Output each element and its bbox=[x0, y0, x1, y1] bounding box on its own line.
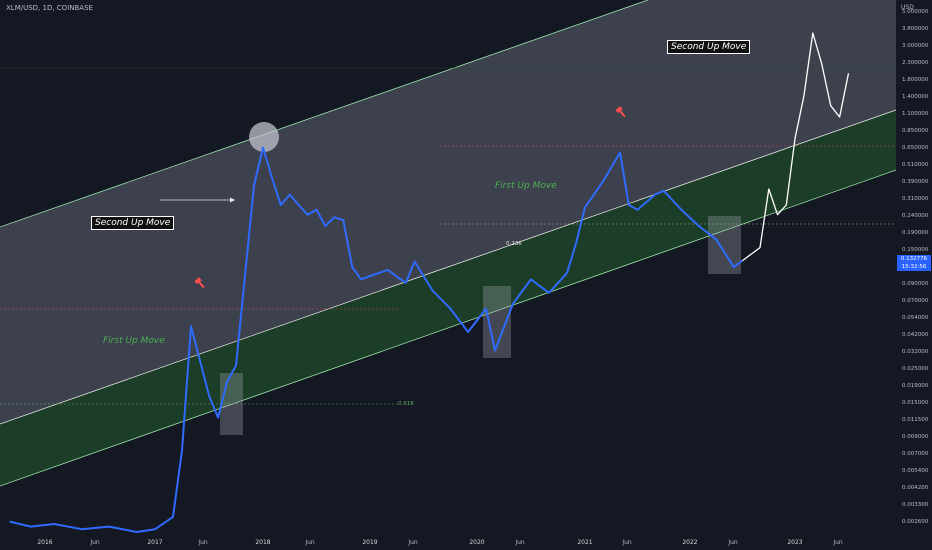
y-tick-label: 0.025000 bbox=[902, 366, 929, 372]
channel-mid-line bbox=[0, 109, 897, 425]
y-tick-label: 3.000000 bbox=[902, 43, 929, 49]
channel-bottom-line bbox=[0, 169, 897, 487]
arrow-head bbox=[230, 197, 235, 203]
y-tick-label: 0.002600 bbox=[902, 519, 929, 525]
y-tick-label: 0.310000 bbox=[902, 196, 929, 202]
x-tick-month: Jun bbox=[408, 539, 418, 546]
y-tick-label: 0.850000 bbox=[902, 128, 929, 134]
x-tick-month: Jun bbox=[90, 539, 100, 546]
upper-channel bbox=[0, 0, 896, 424]
y-tick-label: 0.190000 bbox=[902, 230, 929, 236]
y-tick-label: 0.032000 bbox=[902, 349, 929, 355]
second-up-move-label-left: Second Up Move bbox=[91, 216, 175, 230]
y-tick-label: 0.005400 bbox=[902, 468, 929, 474]
x-tick-year: 2020 bbox=[469, 539, 485, 546]
x-tick-year: 2022 bbox=[682, 539, 698, 546]
y-tick-label: 1.100000 bbox=[902, 111, 929, 117]
price-axis[interactable] bbox=[896, 0, 932, 550]
highlight-box-2022 bbox=[708, 216, 741, 274]
x-tick-month: Jun bbox=[622, 539, 632, 546]
x-tick-month: Jun bbox=[728, 539, 738, 546]
warning-icon bbox=[615, 106, 626, 118]
x-tick-year: 2019 bbox=[362, 539, 378, 546]
y-tick-label: 0.510000 bbox=[902, 162, 929, 168]
y-tick-label: 0.240000 bbox=[902, 213, 929, 219]
y-tick-label: 0.015000 bbox=[902, 400, 929, 406]
price-history-line bbox=[9, 146, 744, 533]
channel-top-line bbox=[0, 0, 649, 228]
y-tick-label: 0.009000 bbox=[902, 434, 929, 440]
y-tick-label: 0.042000 bbox=[902, 332, 929, 338]
x-tick-month: Jun bbox=[515, 539, 525, 546]
y-tick-label: 0.150000 bbox=[902, 247, 929, 253]
y-tick-label: 0.070000 bbox=[902, 298, 929, 304]
y-tick-label: 0.650000 bbox=[902, 145, 929, 151]
y-tick-label: 0.007000 bbox=[902, 451, 929, 457]
x-tick-month: Jun bbox=[833, 539, 843, 546]
x-tick-year: 2023 bbox=[787, 539, 803, 546]
first-up-move-label-right: First Up Move bbox=[495, 181, 557, 191]
x-tick-month: Jun bbox=[198, 539, 208, 546]
peak-highlight-circle bbox=[249, 122, 279, 152]
y-tick-label: 0.054000 bbox=[902, 315, 929, 321]
y-tick-label: 0.003300 bbox=[902, 502, 929, 508]
y-tick-label: 5.000000 bbox=[902, 9, 929, 15]
y-tick-label: 0.390000 bbox=[902, 179, 929, 185]
y-tick-label: 3.800000 bbox=[902, 26, 929, 32]
y-tick-label: 2.300000 bbox=[902, 60, 929, 66]
bar-countdown: 15:32:56 bbox=[901, 264, 927, 270]
second-up-move-label-right: Second Up Move bbox=[667, 40, 751, 54]
axis-currency: USD bbox=[901, 4, 914, 11]
chart-header-title: XLM/USD, 1D, COINBASE bbox=[6, 4, 93, 12]
x-tick-year: 2021 bbox=[577, 539, 593, 546]
x-tick-year: 2016 bbox=[37, 539, 53, 546]
price-projection-line bbox=[742, 32, 850, 262]
x-tick-year: 2017 bbox=[147, 539, 163, 546]
warning-icon bbox=[194, 277, 205, 289]
highlight-box-2017 bbox=[220, 373, 243, 435]
x-tick-year: 2018 bbox=[255, 539, 271, 546]
x-tick-month: Jun bbox=[305, 539, 315, 546]
last-price-value: 0.132776 bbox=[900, 256, 928, 262]
fib-618-label: 0.618 bbox=[398, 401, 414, 407]
first-up-move-label-left: First Up Move bbox=[103, 336, 165, 346]
y-tick-label: 0.019000 bbox=[902, 383, 929, 389]
y-tick-label: 0.090000 bbox=[902, 281, 929, 287]
y-tick-label: 1.800000 bbox=[902, 77, 929, 83]
y-tick-label: 0.011500 bbox=[902, 417, 929, 423]
fib-236-label: 0.236 bbox=[506, 241, 522, 247]
y-tick-label: 1.400000 bbox=[902, 94, 929, 100]
y-tick-label: 0.004200 bbox=[902, 485, 929, 491]
last-price-tag: 0.132776 15:32:56 bbox=[897, 255, 931, 271]
